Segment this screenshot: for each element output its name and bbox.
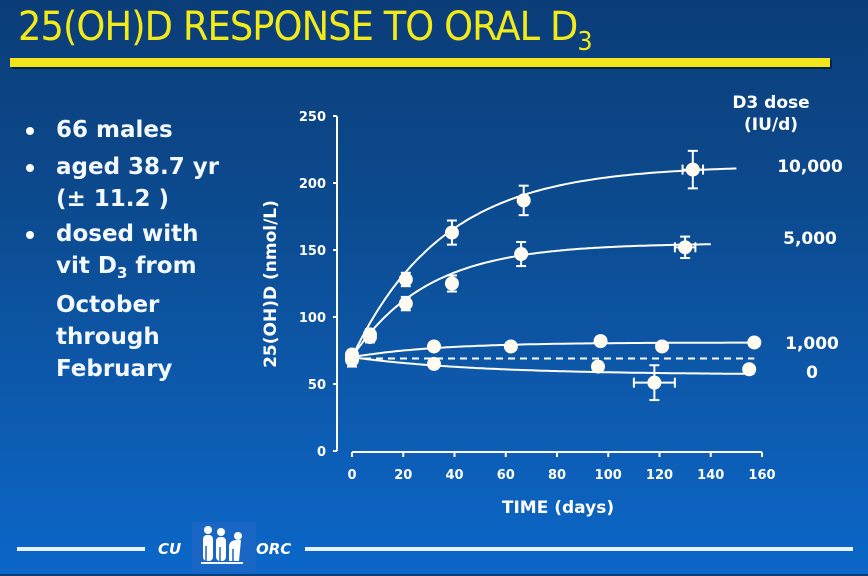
data-point: [516, 193, 531, 208]
data-point: [345, 352, 359, 367]
data-point: [655, 339, 670, 354]
bullet-item: aged 38.7 yr (± 11.2 ): [20, 151, 260, 215]
series-label: 10,000: [777, 157, 843, 177]
y-tick-label: 150: [299, 244, 326, 259]
x-tick-label: 120: [646, 468, 673, 483]
y-axis-label: 25(OH)D (nmol/L): [261, 200, 281, 368]
legend-title-line2: (IU/d): [744, 115, 798, 135]
y-tick-label: 50: [308, 378, 326, 393]
bullet-dot-icon: [26, 164, 34, 172]
data-point: [362, 330, 377, 345]
y-tick-label: 0: [317, 445, 326, 460]
series-label: 0: [806, 363, 818, 383]
series-10000: 10,000: [345, 149, 843, 365]
bullet-dot-icon: [26, 127, 34, 135]
footer-left-text: CU: [158, 540, 182, 558]
data-point: [398, 296, 413, 311]
bullet-text: (± 11.2 ): [56, 186, 170, 212]
y-tick-label: 100: [299, 311, 326, 326]
slide-title: 25(OH)D RESPONSE TO ORAL D3: [18, 0, 593, 69]
y-tick-label: 200: [299, 177, 326, 192]
data-point: [593, 334, 608, 349]
x-tick-label: 140: [697, 468, 724, 483]
fit-curve: [351, 341, 755, 359]
series-5000: 5,000: [345, 229, 837, 365]
data-point: [444, 276, 459, 291]
bullet-item: dosed with vit D3 from October through F…: [20, 218, 260, 385]
data-point: [514, 247, 529, 262]
x-tick-label: 100: [595, 468, 622, 483]
chart-axes: 0 50 100 150 200 250 0 20 40 60 80 100 120 140 160: [299, 110, 776, 483]
data-point: [647, 375, 662, 390]
series-label: 1,000: [785, 334, 839, 354]
y-tick-label: 250: [299, 110, 326, 125]
data-point: [591, 359, 605, 374]
footer-rule-left: [17, 547, 145, 551]
chart-marks: 10,000 5,000 1,000 0: [345, 149, 843, 402]
series-1000: 1,000: [345, 334, 839, 362]
bullet-dot-icon: [26, 231, 34, 239]
bullet-text: through: [56, 324, 160, 350]
people-group-icon: [192, 522, 256, 572]
x-tick-label: 80: [548, 468, 566, 483]
footer-right-text: ORC: [256, 540, 292, 558]
bullet-item: 66 males: [20, 114, 260, 146]
x-tick-label: 60: [497, 468, 515, 483]
data-point: [742, 362, 757, 377]
data-point: [747, 335, 762, 350]
footer-rule-right: [305, 547, 853, 551]
data-point: [398, 272, 413, 287]
x-tick-label: 20: [394, 468, 412, 483]
bullet-text: vit D3 from: [56, 250, 260, 289]
bullet-list: 66 males aged 38.7 yr (± 11.2 ) dosed wi…: [20, 114, 260, 385]
data-point: [678, 240, 693, 255]
bullet-text-part: vit D: [56, 253, 117, 279]
data-point: [427, 356, 441, 371]
x-tick-label: 160: [748, 468, 775, 483]
data-point: [685, 162, 700, 177]
series-0: 0: [345, 352, 818, 402]
fit-curve: [351, 356, 755, 375]
bullet-text: 66 males: [56, 117, 173, 143]
bullet-text: aged 38.7 yr: [56, 154, 220, 180]
bullet-text: February: [56, 356, 173, 382]
x-tick-label: 40: [445, 468, 463, 483]
title-subscript: 3: [577, 27, 592, 57]
data-point: [427, 339, 441, 354]
series-label: 5,000: [783, 229, 837, 249]
fit-curve: [351, 243, 711, 358]
legend-title-line1: D3 dose: [732, 93, 809, 113]
logo-graphic: [201, 526, 243, 564]
bullet-subscript: 3: [116, 264, 128, 282]
bullet-text: dosed with: [56, 221, 199, 247]
bullet-text: October: [56, 292, 160, 318]
fit-curve: [351, 167, 737, 358]
bullet-text-part: from: [127, 253, 197, 279]
title-text: 25(OH)D RESPONSE TO ORAL D: [18, 4, 578, 50]
data-point: [503, 339, 518, 354]
title-underline: [10, 58, 830, 67]
x-tick-label: 0: [347, 468, 356, 483]
x-axis-label: TIME (days): [502, 498, 614, 518]
data-point: [444, 225, 459, 240]
